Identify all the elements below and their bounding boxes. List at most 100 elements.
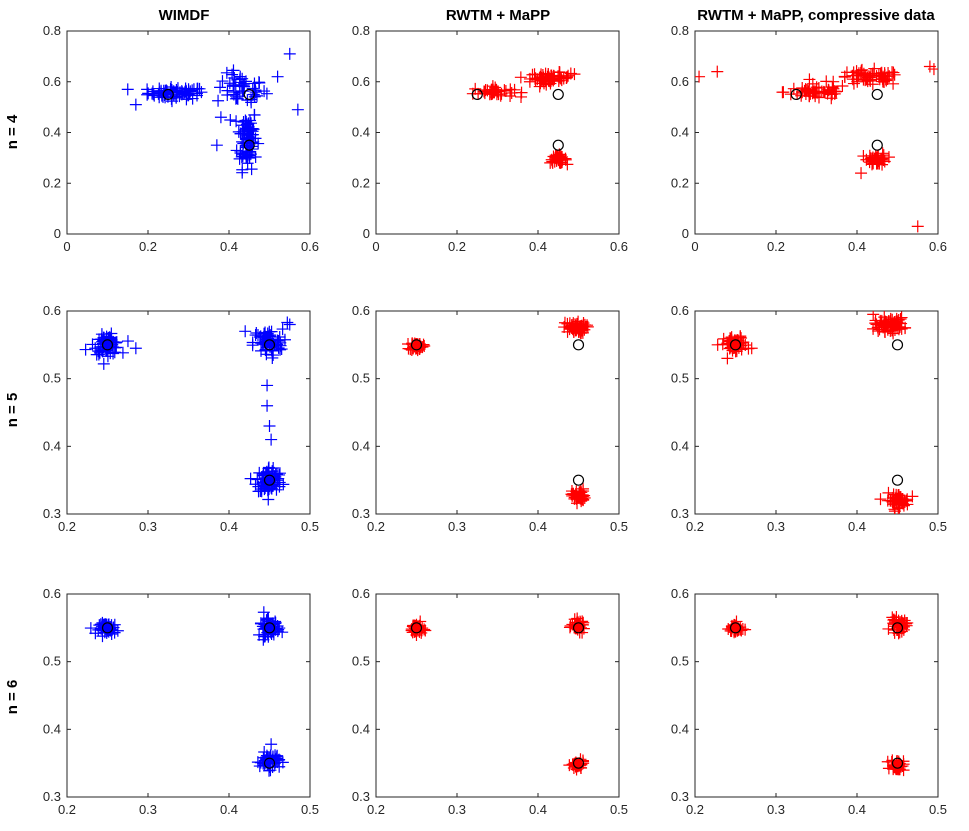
estimate-point xyxy=(695,70,706,83)
true-location-marker xyxy=(572,474,585,486)
y-tick-label: 0.3 xyxy=(352,789,370,804)
y-tick-label: 0.4 xyxy=(352,721,370,736)
true-location-marker xyxy=(572,339,585,351)
scatter-points xyxy=(405,612,590,776)
true-location-marker xyxy=(729,622,742,634)
estimate-point xyxy=(796,85,809,98)
estimate-point xyxy=(514,71,527,84)
x-tick-label: 0.3 xyxy=(448,519,466,534)
estimate-point xyxy=(274,336,287,349)
y-tick-label: 0.6 xyxy=(43,586,61,601)
estimate-point xyxy=(556,150,569,163)
estimate-point xyxy=(575,319,588,332)
x-tick-label: 0.3 xyxy=(139,519,157,534)
estimate-point xyxy=(242,117,255,130)
estimate-point xyxy=(492,88,505,101)
scatter-points xyxy=(466,66,581,171)
estimate-point xyxy=(221,88,234,101)
y-tick-label: 0.4 xyxy=(671,438,689,453)
estimate-point xyxy=(871,157,884,170)
estimate-point xyxy=(257,633,270,646)
estimate-point xyxy=(100,330,113,343)
y-tick-label: 0.6 xyxy=(671,74,689,89)
estimate-point xyxy=(561,158,574,171)
estimate-point xyxy=(153,82,166,95)
y-tick-label: 0.6 xyxy=(671,303,689,318)
estimate-point xyxy=(553,66,566,79)
x-tick-label: 0 xyxy=(372,239,379,254)
x-tick-label: 0.5 xyxy=(301,519,319,534)
estimate-point xyxy=(281,316,294,329)
y-tick-label: 0.5 xyxy=(352,371,370,386)
estimate-point xyxy=(148,89,161,102)
estimate-point xyxy=(265,433,278,446)
estimate-point xyxy=(261,399,274,412)
y-tick-label: 0.2 xyxy=(671,175,689,190)
true-location-marker xyxy=(243,88,255,101)
estimate-point xyxy=(523,75,536,88)
estimate-point xyxy=(721,352,734,365)
x-tick-label: 0.2 xyxy=(58,519,76,534)
panel-r2c0: 0.2 0.3 0.4 0.50.30.40.50.6 xyxy=(43,586,319,817)
estimate-point xyxy=(818,86,831,99)
estimate-point xyxy=(887,319,900,332)
true-location-marker xyxy=(410,622,423,634)
estimate-point xyxy=(565,321,578,334)
estimate-point xyxy=(787,82,800,95)
estimate-point xyxy=(894,313,907,326)
estimate-point xyxy=(111,624,124,637)
y-tick-label: 0.6 xyxy=(352,303,370,318)
estimate-point xyxy=(234,127,247,140)
estimate-point xyxy=(923,60,936,73)
estimate-point xyxy=(270,754,283,767)
estimate-point xyxy=(573,320,586,333)
estimate-point xyxy=(567,317,580,330)
x-tick-label: 0.6 xyxy=(301,239,319,254)
estimate-point xyxy=(141,83,154,96)
x-tick-label: 0.4 xyxy=(220,802,238,817)
axis-box xyxy=(694,30,939,235)
estimate-point xyxy=(504,83,517,96)
estimate-point xyxy=(485,83,498,96)
true-location-marker xyxy=(162,88,174,101)
estimate-point xyxy=(236,166,249,179)
estimate-point xyxy=(860,73,873,86)
estimate-point xyxy=(568,68,581,81)
y-tick-label: 0.8 xyxy=(671,23,689,38)
estimate-point xyxy=(267,462,280,475)
true-location-marker xyxy=(552,88,564,101)
estimate-point xyxy=(84,622,97,635)
x-tick-label: 0.3 xyxy=(139,802,157,817)
estimate-point xyxy=(535,68,548,81)
estimate-point xyxy=(855,167,868,180)
y-tick-label: 0.4 xyxy=(43,721,61,736)
estimate-point xyxy=(214,111,227,124)
x-tick-label: 0.2 xyxy=(686,802,704,817)
estimate-point xyxy=(546,155,559,168)
estimate-point xyxy=(257,606,270,619)
estimate-point xyxy=(806,77,819,90)
estimate-point xyxy=(226,68,239,81)
y-tick-label: 0.8 xyxy=(352,23,370,38)
estimate-point xyxy=(711,338,724,351)
x-tick-label: 0.5 xyxy=(301,802,319,817)
estimate-point xyxy=(573,489,586,502)
estimate-point xyxy=(231,92,244,105)
estimate-point xyxy=(260,333,273,346)
estimate-point xyxy=(253,331,266,344)
estimate-point xyxy=(265,738,278,751)
y-tick-label: 0.6 xyxy=(352,586,370,601)
estimate-point xyxy=(233,152,246,165)
estimate-point xyxy=(826,81,839,94)
estimate-point xyxy=(258,483,271,496)
estimate-point xyxy=(258,746,271,759)
true-location-marker xyxy=(471,88,483,101)
y-tick-label: 0.6 xyxy=(671,586,689,601)
true-location-marker xyxy=(101,339,114,351)
x-tick-label: 0.2 xyxy=(686,519,704,534)
estimate-point xyxy=(878,69,891,82)
estimate-point xyxy=(273,480,286,493)
x-tick-label: 0.5 xyxy=(610,519,628,534)
estimate-point xyxy=(121,83,134,96)
estimate-point xyxy=(103,340,116,353)
